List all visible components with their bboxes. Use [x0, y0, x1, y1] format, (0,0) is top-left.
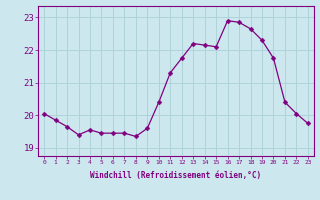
X-axis label: Windchill (Refroidissement éolien,°C): Windchill (Refroidissement éolien,°C) [91, 171, 261, 180]
